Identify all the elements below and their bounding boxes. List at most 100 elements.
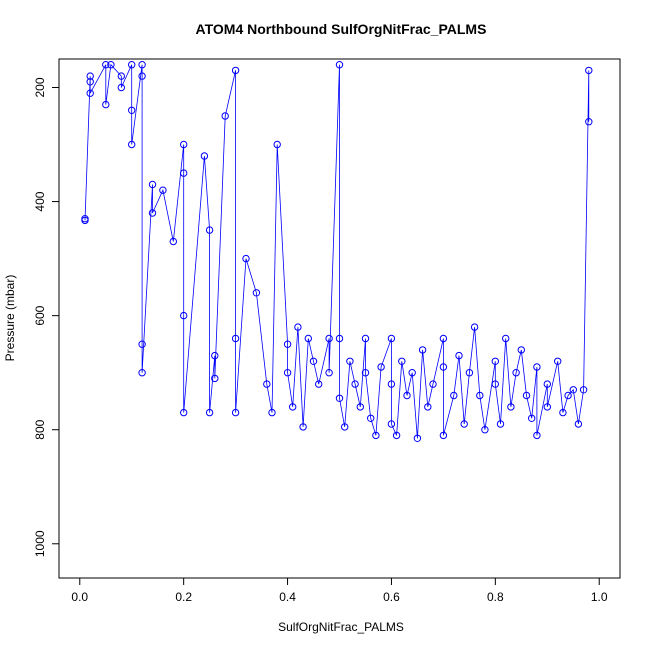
y-tick-label: 400 [33, 191, 47, 211]
data-point [491, 357, 499, 365]
data-point [169, 237, 178, 246]
data-point [387, 334, 396, 343]
data-point [309, 357, 318, 365]
x-tick-label: 0.0 [71, 590, 88, 604]
data-point [439, 363, 448, 371]
data-point [392, 431, 401, 440]
data-point [299, 423, 307, 431]
data-point [205, 408, 214, 417]
data-point [221, 112, 229, 120]
data-point [138, 369, 146, 377]
data-point [356, 403, 364, 411]
data-point [418, 346, 427, 354]
data-point [554, 357, 562, 365]
data-point [231, 408, 240, 417]
data-point [304, 334, 312, 343]
y-tick-label: 1000 [33, 530, 47, 557]
data-point [533, 363, 541, 371]
data-point [283, 369, 292, 377]
data-point [533, 431, 541, 440]
data-point [346, 357, 354, 365]
data-point [205, 226, 214, 234]
data-point [242, 254, 250, 263]
data-point [465, 369, 474, 377]
data-point [528, 414, 536, 422]
x-tick-label: 0.4 [279, 590, 296, 604]
plot-area [81, 60, 593, 442]
data-point [496, 420, 505, 428]
data-point [117, 72, 126, 80]
data-point [512, 369, 520, 377]
data-point [341, 423, 349, 431]
data-point [429, 380, 437, 388]
data-point [424, 403, 432, 411]
series-line [84, 63, 590, 439]
data-point [574, 420, 583, 428]
data-point [211, 374, 219, 383]
data-point [289, 403, 297, 411]
y-axis: 200 400 600 800 1000 [33, 77, 60, 557]
data-point [460, 420, 468, 428]
y-tick-label: 200 [33, 77, 47, 97]
data-point [86, 89, 94, 97]
data-point [403, 391, 411, 400]
data-point [335, 334, 344, 343]
data-point [102, 60, 110, 69]
data-point [231, 66, 240, 75]
x-tick-label: 1.0 [591, 590, 608, 604]
data-point [450, 391, 458, 400]
data-point [559, 408, 567, 417]
data-point [325, 369, 333, 377]
x-axis: 0.0 0.2 0.4 0.6 0.8 1.0 [71, 577, 608, 604]
data-point [273, 140, 281, 149]
x-tick-label: 0.2 [175, 590, 192, 604]
y-tick-label: 800 [33, 419, 47, 439]
data-point [387, 380, 396, 388]
data-point [439, 334, 448, 343]
data-point [211, 351, 219, 360]
data-point [517, 346, 525, 354]
data-point [200, 152, 209, 160]
data-point [361, 369, 370, 377]
data-point [325, 334, 333, 343]
data-point [522, 391, 531, 400]
data-point [491, 380, 499, 388]
data-point [507, 403, 515, 411]
data-point [263, 380, 271, 388]
data-point [377, 363, 385, 371]
x-tick-label: 0.8 [487, 590, 504, 604]
data-point [351, 380, 359, 388]
data-point [180, 311, 188, 320]
data-point [408, 369, 416, 377]
data-point [252, 289, 261, 297]
data-point [148, 180, 157, 189]
data-point [335, 60, 344, 69]
data-point [470, 323, 479, 331]
data-point [117, 83, 126, 92]
data-point [335, 394, 344, 402]
chart-title: ATOM4 Northbound SulfOrgNitFrac_PALMS [196, 21, 487, 37]
data-point [180, 408, 188, 417]
data-point [413, 434, 422, 442]
data-point [476, 391, 484, 400]
y-axis-label: Pressure (mbar) [3, 275, 17, 362]
data-point [148, 209, 157, 217]
data-point [361, 334, 370, 343]
data-point [585, 118, 593, 126]
data-point [543, 380, 551, 388]
y-tick-label: 600 [33, 305, 47, 325]
data-point [387, 420, 396, 428]
x-tick-label: 0.6 [383, 590, 400, 604]
data-point [180, 140, 188, 149]
data-point [128, 60, 136, 69]
data-point [398, 357, 406, 365]
data-point [569, 386, 577, 394]
x-axis-label: SulfOrgNitFrac_PALMS [278, 620, 404, 634]
data-point [372, 431, 380, 440]
data-point [128, 106, 136, 115]
data-point [455, 351, 463, 360]
data-point [268, 408, 276, 417]
data-point [159, 186, 167, 194]
data-point [86, 78, 94, 86]
